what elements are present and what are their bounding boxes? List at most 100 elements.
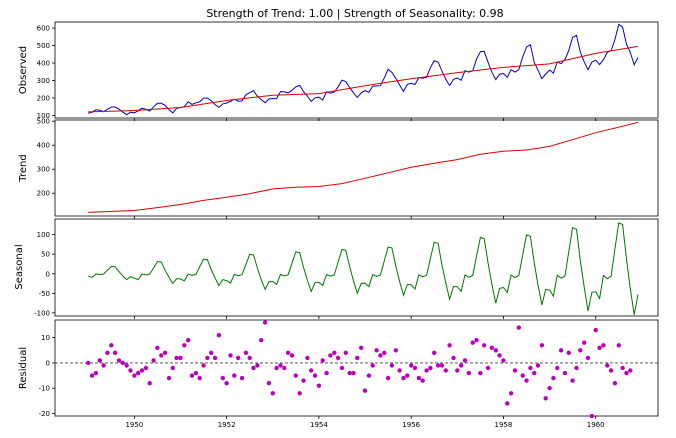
trend-plot [88, 121, 639, 213]
panel-seasonal: Seasonal -100 -50 0 50 100 [14, 218, 659, 319]
residual-point [97, 358, 103, 363]
residual-point [574, 365, 579, 371]
residual-point [485, 365, 491, 371]
residual-point [355, 355, 360, 361]
residual-point [224, 381, 229, 386]
residual-point [366, 373, 372, 378]
residual-ytick-label: 10 [41, 334, 50, 342]
residual-point [578, 348, 583, 353]
residual-point [605, 363, 610, 368]
residual-point [451, 355, 456, 361]
seasonal-ytick-label: 100 [37, 231, 50, 239]
trend-yticks: 200 300 400 500 [37, 118, 55, 198]
residual-point [512, 368, 518, 373]
residual-point [555, 365, 560, 371]
residual-point [136, 370, 141, 376]
residual-point [570, 378, 575, 383]
residual-point [516, 325, 521, 330]
observed-ytick-label: 200 [37, 94, 50, 102]
residual-point [189, 373, 195, 378]
residual-point [566, 350, 571, 355]
residual-point [243, 350, 249, 355]
observed-xticks [133, 118, 597, 121]
trend-ylabel: Trend [18, 154, 29, 182]
residual-point [382, 350, 387, 355]
residual-point [359, 345, 364, 350]
observed-plot-area [54, 21, 659, 119]
residual-point [209, 350, 214, 355]
chart-title: Strength of Trend: 1.00 | Strength of Se… [206, 7, 503, 20]
residual-point [601, 343, 606, 348]
residual-point [362, 388, 368, 393]
residual-point [432, 350, 437, 355]
residual-point [459, 363, 464, 368]
residual-point [212, 355, 218, 361]
seasonal-ytick-label: 0 [46, 270, 50, 278]
residual-point [320, 358, 325, 363]
residual-point [385, 375, 391, 381]
residual-point [409, 363, 414, 368]
residual-point [143, 365, 149, 371]
residual-point [589, 413, 595, 419]
residual-point [462, 358, 468, 363]
residual-point [278, 363, 283, 368]
residual-point [201, 363, 206, 368]
residual-point [132, 373, 137, 378]
residual-point [393, 348, 398, 353]
observed-ytick-label: 400 [37, 60, 50, 68]
trend-ytick-label: 500 [37, 118, 50, 126]
residual-point [532, 370, 537, 376]
residual-point [216, 333, 222, 338]
observed-yticks: 100 200 300 400 500 600 [37, 25, 55, 120]
residual-point [128, 368, 133, 373]
residual-point [528, 365, 533, 371]
residual-point [270, 391, 275, 396]
residual-ytick-label: 0 [46, 359, 50, 367]
residual-point [466, 370, 471, 376]
residual-point [328, 353, 333, 358]
residual-point [339, 365, 345, 371]
residual-point [309, 368, 314, 373]
residual-point [470, 340, 475, 345]
residual-point [162, 350, 168, 355]
residual-point [178, 355, 183, 361]
residual-point [239, 375, 245, 381]
seasonal-ylabel: Seasonal [14, 244, 25, 289]
residual-point [582, 340, 587, 345]
residual-point [332, 350, 337, 355]
residual-point [262, 320, 268, 325]
residual-point [520, 373, 525, 378]
residual-point [547, 386, 552, 391]
observed-ytick-label: 600 [37, 25, 50, 33]
residual-point [612, 381, 618, 386]
residual-point [543, 396, 548, 401]
residual-point [301, 378, 306, 383]
observed-series-line [88, 23, 639, 116]
residual-point [378, 353, 383, 358]
xtick-label: 1956 [402, 421, 420, 429]
residual-point [435, 363, 441, 368]
residual-point [236, 355, 241, 361]
panel-trend: Trend 200 300 400 500 [18, 118, 659, 219]
residual-point [416, 375, 422, 381]
residual-ytick-label: -20 [39, 410, 50, 418]
observed-ytick-label: 500 [37, 42, 50, 50]
observed-plot [88, 23, 639, 116]
residual-plot-area [54, 319, 659, 417]
residual-point [155, 345, 160, 350]
residual-point [593, 327, 598, 333]
residual-point [505, 401, 510, 406]
observed-trend-overlay-line [88, 45, 639, 113]
residual-point [551, 375, 556, 381]
residual-point [524, 378, 529, 383]
residual-point [347, 370, 352, 376]
residual-point [478, 370, 483, 376]
residual-point [251, 365, 256, 371]
residual-point [616, 343, 621, 348]
residual-point [197, 375, 202, 381]
residual-point [420, 378, 425, 383]
trend-series-line [88, 121, 639, 213]
residual-point [247, 355, 252, 361]
residual-point [255, 363, 260, 368]
residual-point [370, 363, 375, 368]
